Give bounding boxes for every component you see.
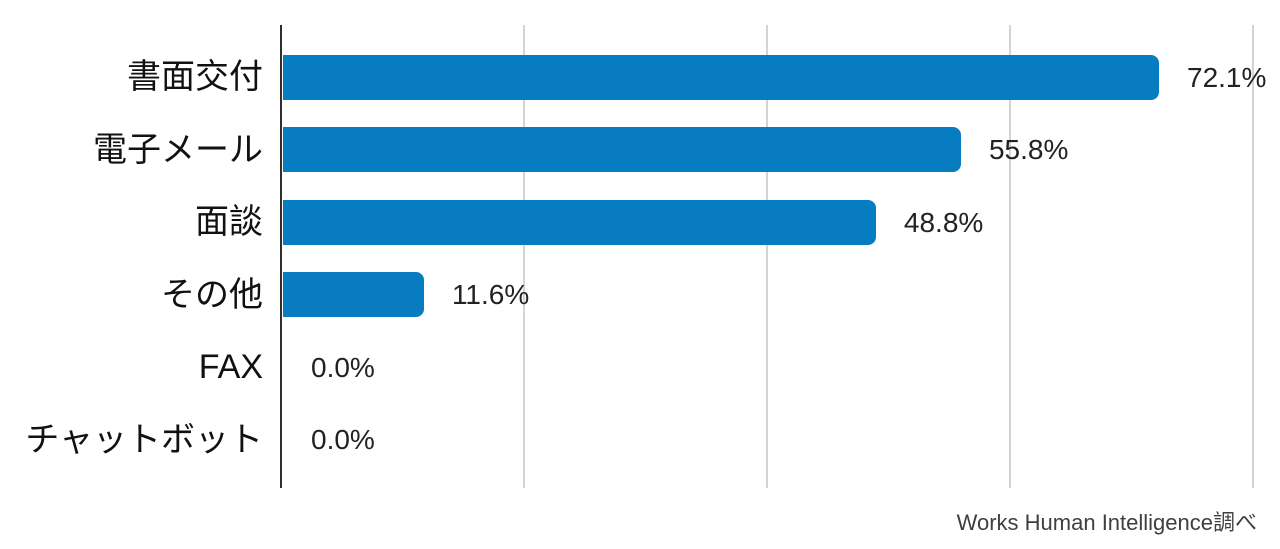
bar <box>283 272 424 317</box>
bar <box>283 127 961 172</box>
value-label: 48.8% <box>903 206 984 238</box>
gridline-20 <box>523 25 525 488</box>
y-axis-line <box>280 25 282 488</box>
category-label: FAX <box>198 348 263 386</box>
value-label: 11.6% <box>451 279 530 310</box>
gridline-40 <box>766 25 768 488</box>
gridline-60 <box>1009 25 1011 488</box>
bar <box>283 54 1159 100</box>
attribution-text: Works Human Intelligence調べ <box>956 510 1257 535</box>
category-label: その他 <box>161 275 263 314</box>
value-label: 55.8% <box>988 134 1069 165</box>
category-label: 面談 <box>195 203 263 241</box>
category-label: 書面交付 <box>127 58 263 96</box>
category-label: 電子メール <box>93 130 263 169</box>
bar <box>283 199 876 245</box>
category-label: チャットボット <box>25 420 263 459</box>
value-label: 0.0% <box>311 424 375 455</box>
value-label: 72.1% <box>1187 61 1267 93</box>
gridline-80 <box>1252 25 1254 488</box>
value-label: 0.0% <box>311 351 375 383</box>
